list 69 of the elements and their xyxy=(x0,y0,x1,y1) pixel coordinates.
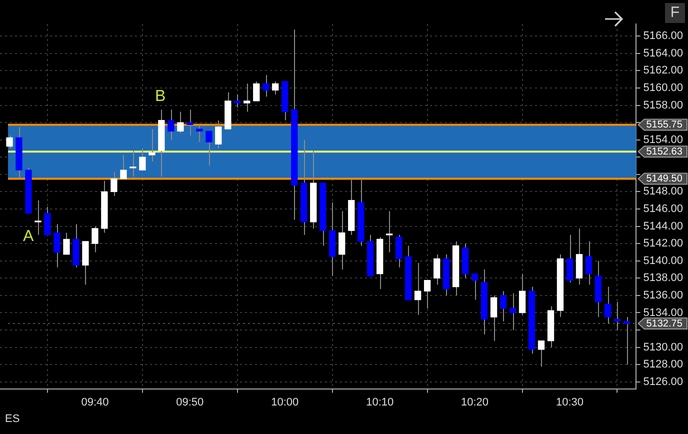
y-tick-label: 5148.00 xyxy=(643,186,684,198)
candlestick xyxy=(538,340,545,368)
x-tick-label: 10:20 xyxy=(461,396,489,408)
y-tick-label: 5138.00 xyxy=(643,272,684,284)
annotation: A xyxy=(23,228,34,246)
candlestick xyxy=(604,286,612,324)
candlestick xyxy=(177,111,184,134)
ref-line-label: 5152.63 xyxy=(646,146,683,158)
candlestick xyxy=(6,135,13,149)
x-tick-label: 09:50 xyxy=(176,396,204,408)
candlestick xyxy=(262,74,270,98)
candlestick xyxy=(206,130,212,166)
candlestick xyxy=(414,262,422,316)
y-tick-label: 5154.00 xyxy=(643,134,684,146)
candlestick xyxy=(424,280,431,309)
text: F xyxy=(665,3,685,23)
y-tick-label: 5126.00 xyxy=(643,376,684,388)
candlestick xyxy=(566,234,574,283)
y-tick-label: 5130.00 xyxy=(643,341,684,354)
candlestick xyxy=(139,148,146,171)
candlestick xyxy=(130,150,136,178)
candlestick xyxy=(234,94,241,108)
candlestick xyxy=(120,154,127,180)
ref-line-label: 5155.75 xyxy=(646,119,683,130)
x-tick-label: 10:30 xyxy=(556,396,584,408)
y-tick-label: 5128.00 xyxy=(643,358,684,371)
candlestick xyxy=(623,316,630,366)
candlestick xyxy=(272,80,279,95)
text: ES xyxy=(5,413,20,425)
candlestick xyxy=(244,83,250,112)
candlestick xyxy=(63,232,70,255)
candlestick xyxy=(253,80,260,102)
y-tick-label: 5164.00 xyxy=(643,47,684,60)
y-tick-label: 5134.00 xyxy=(643,306,684,319)
candlestick xyxy=(585,240,592,286)
candlestick xyxy=(471,273,478,300)
candlestick xyxy=(395,234,402,268)
candlestick xyxy=(196,124,203,142)
candlestick xyxy=(215,120,222,149)
candlestick xyxy=(54,224,60,268)
candlestick xyxy=(338,210,346,270)
y-tick-label: 5140.00 xyxy=(643,254,684,267)
x-tick-label: 09:40 xyxy=(81,396,109,408)
y-tick-label: 5146.00 xyxy=(643,203,684,216)
candlestick xyxy=(34,200,42,236)
y-tick-label: 5166.00 xyxy=(643,30,684,42)
ref-line-label: 5149.50 xyxy=(646,173,683,184)
y-tick-label: 5136.00 xyxy=(643,289,684,302)
x-tick-label: 10:00 xyxy=(271,396,299,408)
y-tick-label: 5142.00 xyxy=(643,238,684,250)
candlestick xyxy=(509,292,516,331)
y-tick-label: 5162.00 xyxy=(643,64,684,77)
candlestick xyxy=(490,294,498,342)
y-tick-label: 5158.00 xyxy=(643,99,684,112)
ref-line-label: 5132.75 xyxy=(646,318,683,330)
y-tick-label: 5160.00 xyxy=(643,82,684,94)
candlestick xyxy=(92,226,98,253)
candlestick xyxy=(386,210,393,253)
candlestick xyxy=(110,172,118,197)
y-tick-label: 5144.00 xyxy=(643,220,684,232)
candlestick xyxy=(168,109,174,140)
candlestick xyxy=(148,128,156,162)
candlestick xyxy=(433,254,440,286)
annotation: B xyxy=(155,88,166,106)
candlestick xyxy=(518,273,526,316)
candlestick xyxy=(44,206,51,236)
x-tick-label: 10:10 xyxy=(366,396,394,408)
candlestick xyxy=(186,109,194,136)
candlestick xyxy=(500,290,507,322)
